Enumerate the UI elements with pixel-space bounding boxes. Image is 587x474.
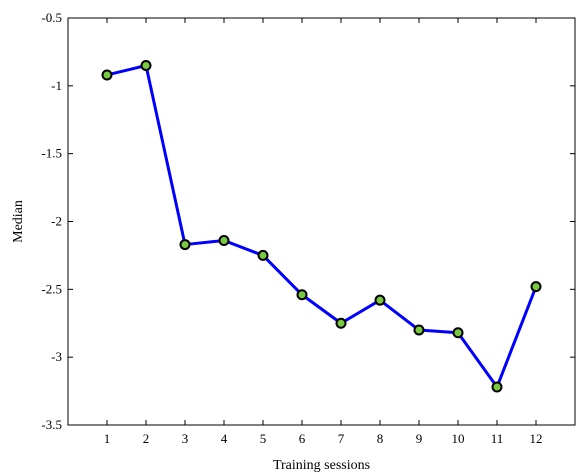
series-layer [101, 59, 542, 393]
data-point [413, 324, 425, 336]
data-point [257, 249, 269, 261]
data-point [452, 327, 464, 339]
y-tick-label: -3.5 [41, 417, 62, 432]
x-tick-label: 3 [182, 431, 189, 446]
data-point [101, 69, 113, 81]
x-tick-label: 10 [452, 431, 465, 446]
data-point [491, 381, 503, 393]
y-tick-label: -2.5 [41, 281, 62, 296]
data-point [374, 294, 386, 306]
x-tick-label: 11 [491, 431, 504, 446]
x-tick-label: 6 [299, 431, 306, 446]
data-point [218, 234, 230, 246]
series-line [106, 63, 538, 389]
plot-area [67, 17, 576, 426]
x-tick-label: 5 [260, 431, 267, 446]
data-point [296, 289, 308, 301]
x-tick-label: 2 [143, 431, 150, 446]
x-tick-label: 4 [221, 431, 228, 446]
x-axis-label: Training sessions [273, 458, 370, 473]
x-tick-label: 7 [338, 431, 345, 446]
y-tick-label: -3 [51, 349, 62, 364]
y-tick-label: -2 [51, 214, 62, 229]
data-point [179, 239, 191, 251]
data-point [335, 317, 347, 329]
y-tick-label: -0.5 [41, 10, 62, 25]
x-tick-label: 12 [530, 431, 543, 446]
x-tick-label: 9 [416, 431, 423, 446]
data-point [140, 59, 152, 71]
x-tick-label: 8 [377, 431, 384, 446]
y-axis-label: Median [11, 200, 26, 243]
y-tick-label: -1 [51, 78, 62, 93]
data-point [530, 281, 542, 293]
y-tick-label: -1.5 [41, 146, 62, 161]
x-tick-label: 1 [104, 431, 111, 446]
axis-ticks: 1 2 3 4 5 6 7 8 9 10 11 12-3.5-3-2.5-2-1.5-1-0.5 [41, 10, 575, 446]
